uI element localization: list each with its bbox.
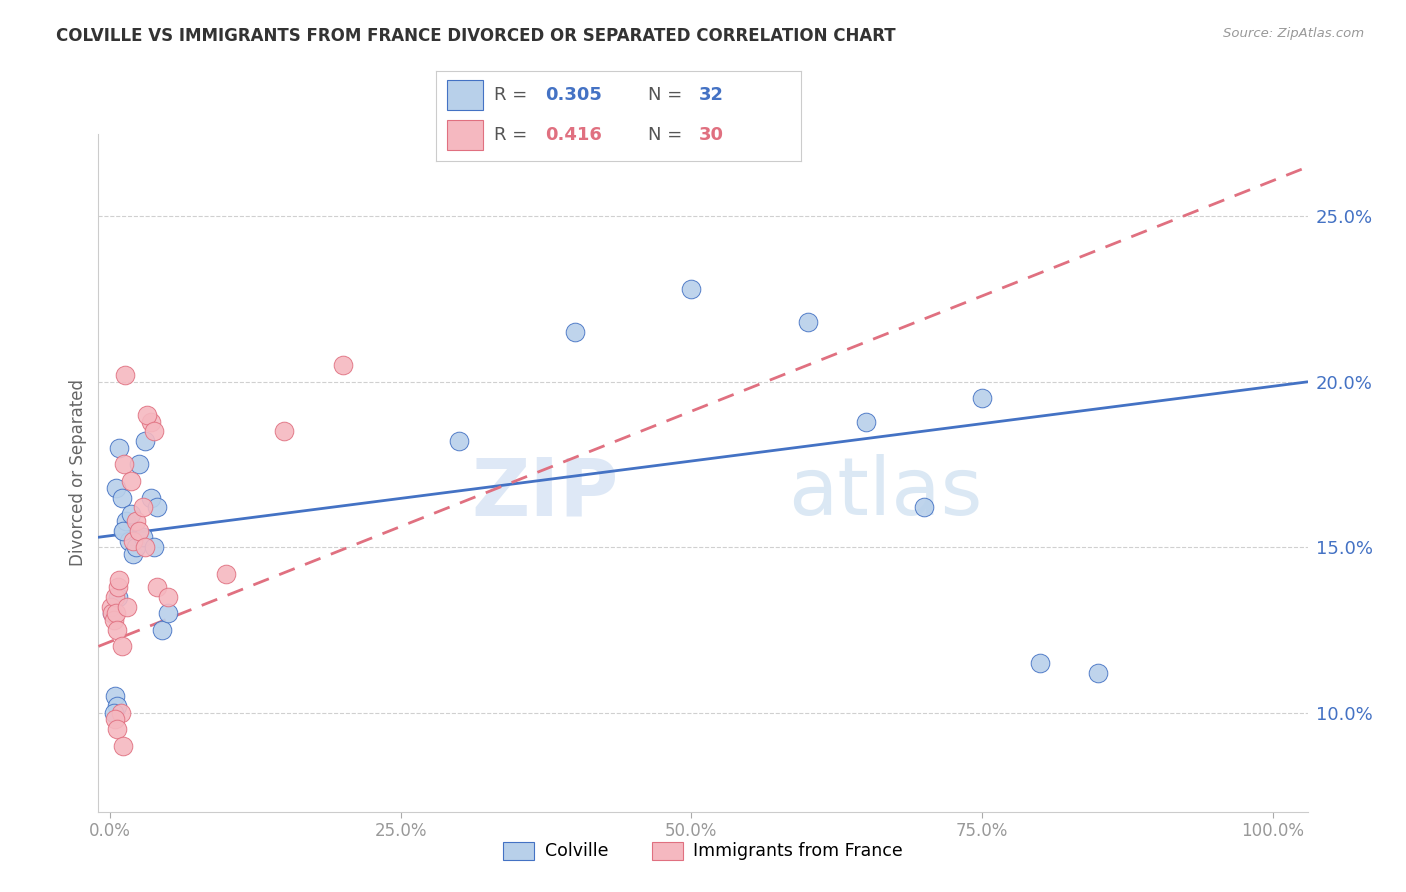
Point xyxy=(112,524,135,538)
Point xyxy=(104,689,127,703)
Point xyxy=(107,590,129,604)
Point xyxy=(110,706,132,720)
Point xyxy=(124,540,146,554)
Point xyxy=(855,415,877,429)
Point xyxy=(117,599,139,614)
Point xyxy=(104,481,127,495)
Point xyxy=(105,722,128,736)
Point xyxy=(215,566,238,581)
Text: N =: N = xyxy=(648,126,688,144)
Point xyxy=(108,441,131,455)
Point xyxy=(447,434,470,449)
Point xyxy=(111,640,134,654)
Point xyxy=(120,474,142,488)
Point xyxy=(105,698,128,713)
Bar xyxy=(447,80,484,110)
Point xyxy=(970,392,993,406)
Point xyxy=(139,415,162,429)
Point xyxy=(157,607,180,621)
Text: 0.305: 0.305 xyxy=(546,86,602,103)
Text: Source: ZipAtlas.com: Source: ZipAtlas.com xyxy=(1223,27,1364,40)
Point xyxy=(107,580,129,594)
Point xyxy=(108,573,131,587)
Point xyxy=(111,491,134,505)
Point xyxy=(1029,656,1052,670)
Bar xyxy=(447,120,484,150)
Legend: Colville, Immigrants from France: Colville, Immigrants from France xyxy=(496,835,910,867)
Point xyxy=(681,282,703,296)
Point xyxy=(100,599,122,614)
Point xyxy=(157,590,180,604)
Point xyxy=(128,458,150,472)
Point xyxy=(104,590,127,604)
Point xyxy=(114,368,136,383)
Point xyxy=(118,533,141,548)
Text: 0.416: 0.416 xyxy=(546,126,602,144)
Point xyxy=(143,425,166,439)
Point xyxy=(796,315,818,329)
Text: N =: N = xyxy=(648,86,688,103)
Point xyxy=(111,524,134,538)
Point xyxy=(111,739,134,753)
Point xyxy=(145,500,167,515)
Point xyxy=(143,540,166,554)
Point xyxy=(103,613,125,627)
Point xyxy=(112,458,135,472)
Point xyxy=(332,359,354,373)
Point xyxy=(131,500,153,515)
Point xyxy=(912,500,935,515)
Point xyxy=(131,530,153,544)
Point xyxy=(104,607,127,621)
Point xyxy=(145,580,167,594)
Point xyxy=(136,408,159,422)
Point xyxy=(134,540,156,554)
Point xyxy=(120,507,142,521)
Point xyxy=(122,533,145,548)
Point xyxy=(134,434,156,449)
Text: ZIP: ZIP xyxy=(471,454,619,533)
Point xyxy=(103,706,125,720)
Point xyxy=(104,712,127,726)
Y-axis label: Divorced or Separated: Divorced or Separated xyxy=(69,379,87,566)
Point xyxy=(105,623,128,637)
Text: COLVILLE VS IMMIGRANTS FROM FRANCE DIVORCED OR SEPARATED CORRELATION CHART: COLVILLE VS IMMIGRANTS FROM FRANCE DIVOR… xyxy=(56,27,896,45)
Point xyxy=(101,607,124,621)
Text: R =: R = xyxy=(495,86,533,103)
Point xyxy=(101,607,124,621)
Point xyxy=(115,514,138,528)
Text: atlas: atlas xyxy=(787,454,981,533)
Point xyxy=(564,325,586,339)
Point xyxy=(273,425,295,439)
Text: 30: 30 xyxy=(699,126,724,144)
Point xyxy=(139,491,162,505)
Point xyxy=(150,623,173,637)
Point xyxy=(124,514,146,528)
Point xyxy=(1087,665,1109,680)
Point xyxy=(128,524,150,538)
Point xyxy=(122,547,145,561)
Text: R =: R = xyxy=(495,126,533,144)
Text: 32: 32 xyxy=(699,86,724,103)
